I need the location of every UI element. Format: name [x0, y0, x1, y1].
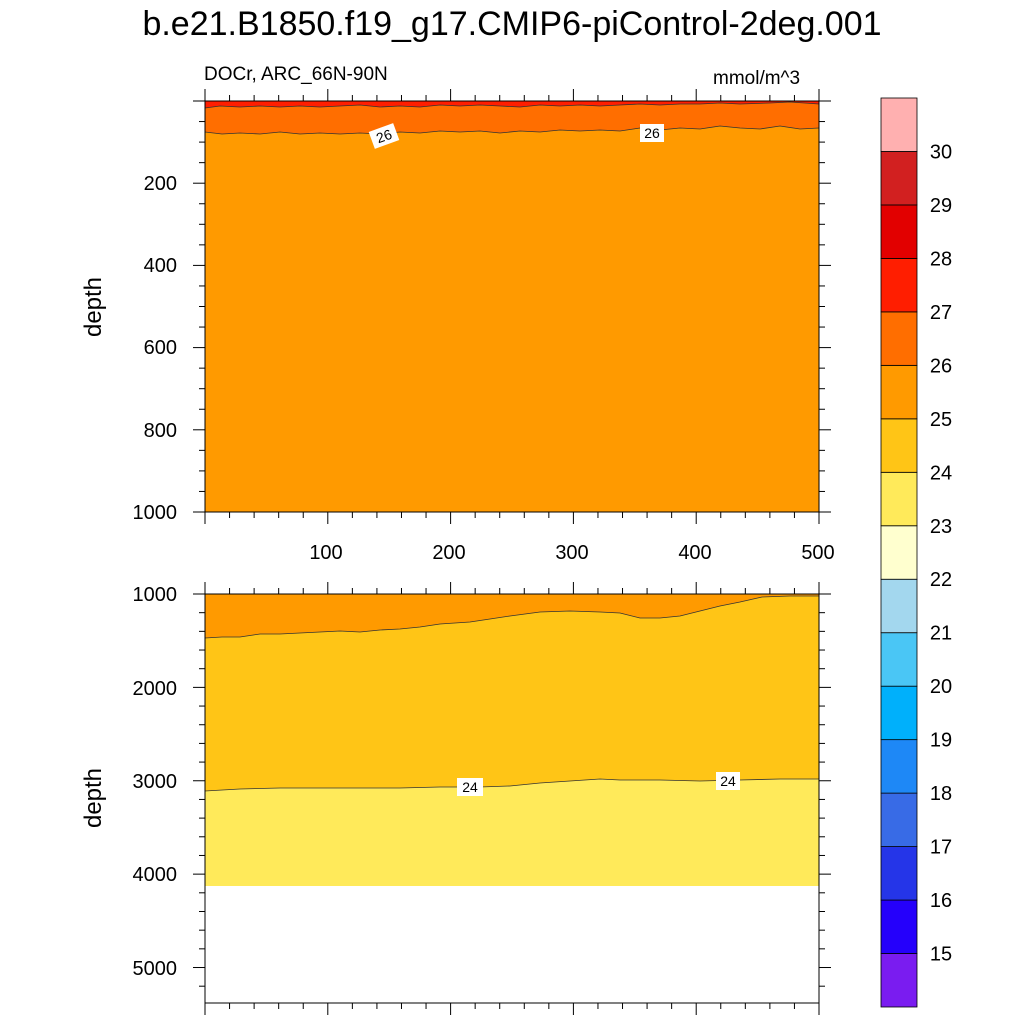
colorbar-swatch: [880, 846, 918, 901]
colorbar-label: 29: [930, 195, 952, 217]
colorbar-swatch: [880, 311, 918, 366]
upper-ytick-600: 600: [144, 337, 177, 359]
colorbar-swatch: [880, 739, 918, 794]
colorbar-swatch: [880, 151, 918, 206]
upper-xtick-300: 300: [555, 542, 588, 564]
lower-panel: 24 24 1000 2000 3000 4000 5000 depth: [80, 582, 831, 1015]
lower-band-25-26: [205, 594, 819, 638]
lower-contour-label-text-2: 24: [720, 773, 736, 789]
colorbar-label: 16: [930, 890, 952, 912]
upper-band-25-26: [205, 101, 819, 512]
colorbar-swatch: [880, 418, 918, 473]
colorbar-label: 23: [930, 516, 952, 538]
colorbar-swatch: [880, 792, 918, 847]
lower-ytick-4000: 4000: [133, 864, 178, 886]
upper-ylabel: depth: [80, 277, 107, 337]
upper-ytick-800: 800: [144, 420, 177, 442]
upper-band-27-28: [205, 101, 819, 108]
colorbar-swatch: [880, 97, 918, 152]
colorbar-swatch: [880, 204, 918, 259]
colorbar-label: 17: [930, 837, 952, 859]
lower-axis-ticks: [193, 582, 831, 1015]
subtitle-units: mmol/m^3: [713, 68, 801, 89]
lower-contour-25: [205, 595, 819, 639]
colorbar-swatch: [880, 525, 918, 580]
upper-axis-ticks: [193, 89, 831, 524]
lower-contour-24: [205, 778, 819, 792]
upper-contour-label-26b: 26: [640, 124, 664, 142]
colorbar-swatch: [880, 899, 918, 954]
lower-contour-label-24b: 24: [716, 772, 740, 790]
colorbar-label: 25: [930, 409, 952, 431]
lower-contour-label-24a: 24: [457, 778, 483, 796]
colorbar-swatch: [880, 953, 918, 1008]
lower-ytick-5000: 5000: [133, 958, 178, 980]
upper-xtick-200: 200: [432, 542, 465, 564]
upper-ytick-1000: 1000: [133, 502, 178, 524]
upper-contour-27: [205, 101, 819, 109]
upper-band-26-27: [205, 101, 819, 134]
colorbar-swatch: [880, 258, 918, 313]
colorbar-label: 18: [930, 783, 952, 805]
upper-ytick-400: 400: [144, 255, 177, 277]
colorbar-swatch: [880, 632, 918, 687]
colorbar-swatch: [880, 471, 918, 527]
colorbar-label: 20: [930, 676, 952, 698]
colorbar-swatch: [880, 685, 918, 741]
colorbar-label: 15: [930, 944, 952, 966]
upper-xtick-100: 100: [309, 542, 342, 564]
lower-contour-label-text-1: 24: [462, 779, 478, 795]
upper-panel: 26 26 200 400 600 800 1000 100 200 300 4…: [80, 89, 835, 564]
upper-xtick-500: 500: [801, 542, 834, 564]
upper-contour-26: [205, 125, 819, 135]
upper-contour-label-26a: 26: [368, 123, 400, 149]
colorbar-swatch: [880, 578, 918, 634]
colorbar-label: 24: [930, 462, 952, 484]
colorbar-swatch: [880, 364, 918, 420]
subtitle-variable-region: DOCr, ARC_66N-90N: [204, 64, 388, 85]
upper-contour-label-text-1: 26: [374, 126, 394, 146]
figure-title: b.e21.B1850.f19_g17.CMIP6-piControl-2deg…: [142, 5, 882, 43]
lower-ytick-3000: 3000: [133, 771, 178, 793]
colorbar: 15 16 17 18 19 20 21 22 23 24 25 26 27 28 29 30: [880, 97, 952, 1008]
upper-contour-label-text-2: 26: [644, 125, 660, 141]
colorbar-label: 22: [930, 569, 952, 591]
colorbar-label: 27: [930, 302, 952, 324]
upper-xtick-400: 400: [678, 542, 711, 564]
colorbar-label: 26: [930, 355, 952, 377]
upper-ytick-200: 200: [144, 173, 177, 195]
lower-band-24-25: [205, 594, 819, 791]
colorbar-label: 28: [930, 248, 952, 270]
colorbar-label: 19: [930, 730, 952, 752]
lower-ytick-2000: 2000: [133, 678, 178, 700]
colorbar-label: 21: [930, 623, 952, 645]
colorbar-label: 30: [930, 141, 952, 163]
lower-plot-frame: [204, 593, 820, 1004]
lower-ylabel: depth: [80, 768, 107, 828]
lower-ytick-1000: 1000: [133, 584, 178, 606]
